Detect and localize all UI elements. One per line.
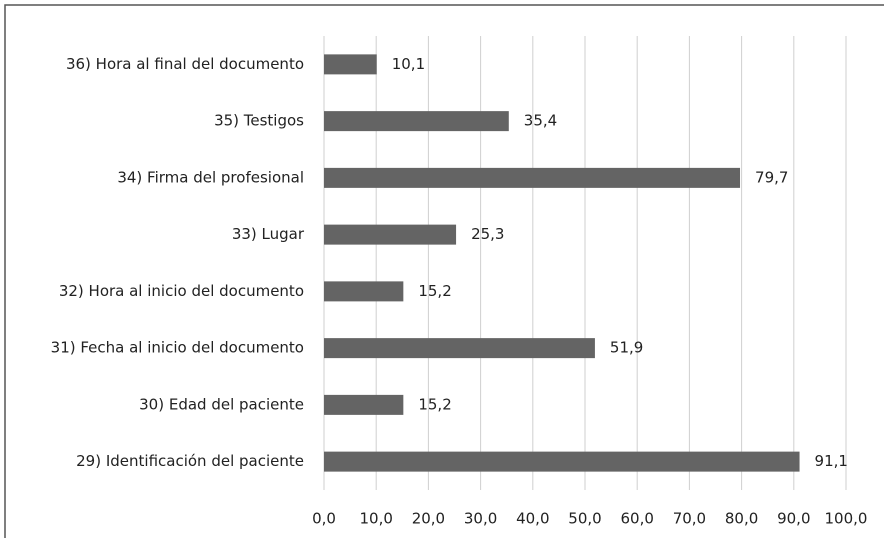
x-tick-label: 90,0 xyxy=(777,510,810,528)
bar xyxy=(324,451,800,472)
y-tick-label: 33) Lugar xyxy=(232,225,305,243)
data-label: 15,2 xyxy=(418,395,451,413)
bar xyxy=(324,394,404,415)
data-label: 10,1 xyxy=(392,55,425,73)
y-tick-label: 34) Firma del profesional xyxy=(117,168,304,186)
x-tick-label: 100,0 xyxy=(825,510,868,528)
bar xyxy=(324,281,404,302)
data-label: 25,3 xyxy=(471,225,504,243)
x-tick-label: 40,0 xyxy=(516,510,549,528)
bar xyxy=(324,338,595,359)
bar xyxy=(324,54,377,75)
x-tick-label: 10,0 xyxy=(359,510,392,528)
bar xyxy=(324,224,457,245)
data-label: 51,9 xyxy=(610,339,643,357)
data-label: 79,7 xyxy=(755,168,788,186)
bar xyxy=(324,167,741,188)
y-tick-label: 35) Testigos xyxy=(214,112,304,130)
x-tick-label: 80,0 xyxy=(725,510,758,528)
data-label: 35,4 xyxy=(524,112,557,130)
y-tick-label: 36) Hora al final del documento xyxy=(66,55,304,73)
x-tick-label: 60,0 xyxy=(620,510,653,528)
data-label: 91,1 xyxy=(815,452,848,470)
chart-frame xyxy=(4,4,884,538)
data-label: 15,2 xyxy=(418,282,451,300)
y-tick-label: 30) Edad del paciente xyxy=(139,395,304,413)
x-tick-label: 70,0 xyxy=(673,510,706,528)
y-tick-label: 31) Fecha al inicio del documento xyxy=(51,339,304,357)
y-tick-label: 32) Hora al inicio del documento xyxy=(59,282,304,300)
x-tick-label: 0,0 xyxy=(312,510,336,528)
bar xyxy=(324,111,509,132)
x-tick-label: 30,0 xyxy=(464,510,497,528)
y-tick-label: 29) Identificación del paciente xyxy=(76,452,304,470)
x-tick-label: 20,0 xyxy=(412,510,445,528)
x-tick-label: 50,0 xyxy=(568,510,601,528)
